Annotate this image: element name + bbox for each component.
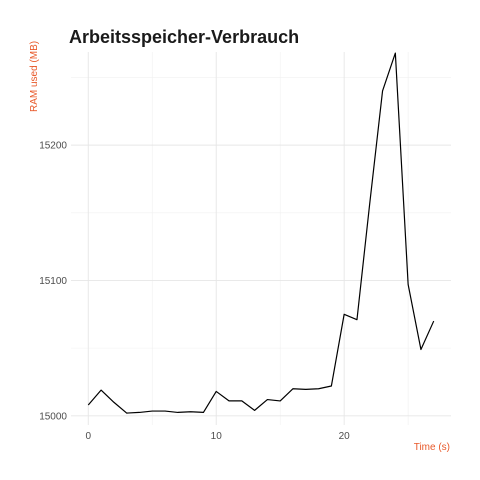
x-tick-label: 10 bbox=[211, 431, 223, 442]
x-tick-label: 0 bbox=[85, 431, 91, 442]
y-tick-label: 15000 bbox=[39, 411, 67, 422]
x-axis-label: Time (s) bbox=[414, 442, 450, 453]
tick-labels: 0 10 20 15000 15100 15200 bbox=[39, 141, 350, 442]
y-tick-label: 15100 bbox=[39, 276, 67, 287]
y-axis-label: RAM used (MB) bbox=[29, 41, 40, 112]
grid bbox=[71, 52, 451, 425]
series-layer bbox=[87, 52, 435, 414]
chart-title: Arbeitsspeicher-Verbrauch bbox=[69, 27, 299, 47]
x-tick-label: 20 bbox=[339, 431, 351, 442]
y-tick-label: 15200 bbox=[39, 141, 67, 152]
series-line bbox=[87, 52, 435, 414]
